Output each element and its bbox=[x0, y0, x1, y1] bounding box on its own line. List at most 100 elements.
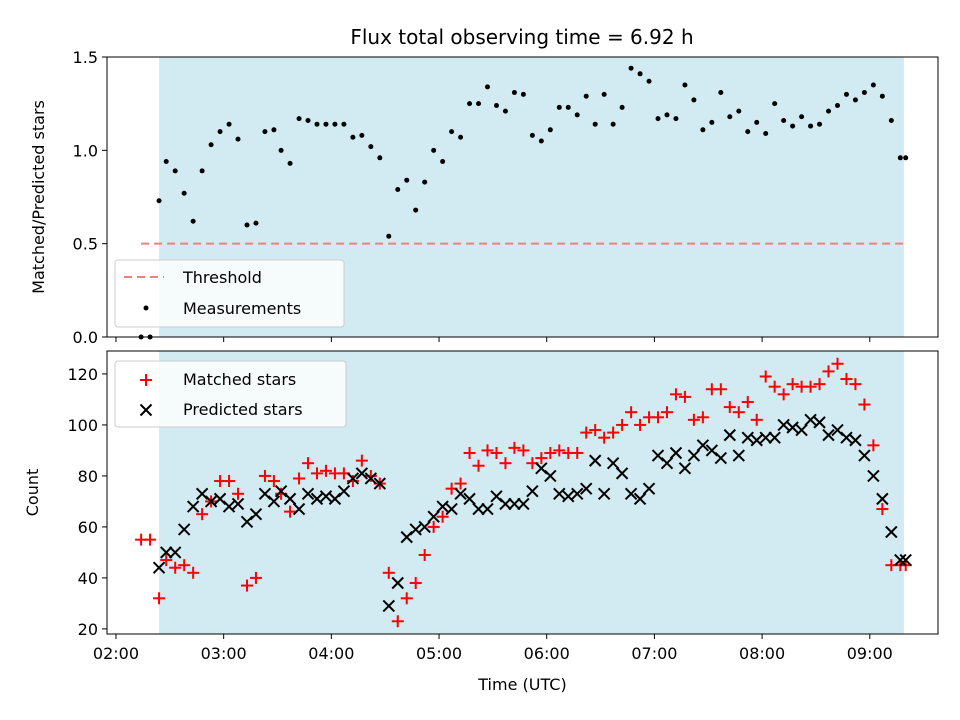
predicted-star-point bbox=[732, 449, 745, 462]
measurement-point bbox=[332, 121, 338, 127]
predicted-star-point bbox=[633, 492, 647, 506]
matched-star-point bbox=[634, 418, 647, 431]
measurement-point bbox=[646, 78, 652, 84]
predicted-star-point bbox=[562, 490, 575, 503]
predicted-star-point bbox=[186, 500, 200, 513]
legend-plus-mark bbox=[140, 374, 152, 386]
measurement-point bbox=[834, 103, 840, 109]
predicted-star-point bbox=[714, 451, 728, 465]
predicted-star-point bbox=[588, 454, 602, 467]
measurement-point bbox=[736, 108, 742, 114]
matched-star-point bbox=[616, 418, 629, 431]
measurement-point bbox=[156, 198, 162, 204]
measurement-point bbox=[574, 112, 580, 118]
ratio-y-axis-label: Matched/Predicted stars bbox=[29, 100, 48, 294]
matched-star-point bbox=[436, 510, 449, 523]
measurement-point bbox=[790, 123, 796, 129]
ratio-panel: 0.0 0.5 1.0 1.5 Matched/Predicted stars Thr… bbox=[29, 48, 939, 347]
predicted-star-point bbox=[310, 492, 324, 506]
chart-title: Flux total observing time = 6.92 h bbox=[350, 25, 693, 49]
measurement-point bbox=[808, 123, 814, 129]
predicted-star-point bbox=[249, 507, 263, 521]
measurement-point bbox=[404, 177, 410, 183]
predicted-star-point bbox=[231, 497, 245, 511]
measurement-point bbox=[287, 160, 293, 166]
measurement-point bbox=[781, 117, 787, 123]
predicted-star-point bbox=[624, 487, 638, 500]
measurement-point bbox=[377, 155, 383, 161]
legend-matched-swatch bbox=[140, 374, 152, 386]
matched-star-point bbox=[232, 487, 245, 500]
matched-star-point bbox=[849, 378, 862, 391]
measurement-point bbox=[763, 131, 769, 137]
measurement-point bbox=[817, 121, 823, 127]
predicted-star-point bbox=[463, 492, 476, 506]
ratio-y-tick-label: 0.0 bbox=[73, 328, 98, 347]
matched-star-point bbox=[768, 380, 781, 393]
predicted-star-point bbox=[160, 546, 173, 559]
measurement-point bbox=[888, 117, 894, 123]
matched-star-point bbox=[607, 426, 620, 439]
legend-x-mark bbox=[139, 403, 153, 417]
predicted-star-point bbox=[696, 439, 710, 452]
measurement-point bbox=[843, 91, 849, 97]
predicted-star-point bbox=[687, 449, 701, 462]
measurement-point bbox=[772, 101, 778, 107]
measurement-point bbox=[368, 144, 374, 150]
predicted-star-point bbox=[786, 421, 799, 434]
predicted-star-point bbox=[418, 520, 431, 534]
predicted-star-point bbox=[517, 497, 530, 511]
predicted-star-point bbox=[355, 467, 369, 480]
matched-star-point bbox=[535, 452, 548, 465]
matched-star-point bbox=[750, 413, 763, 426]
predicted-star-point bbox=[795, 423, 808, 437]
predicted-star-point bbox=[177, 523, 191, 536]
predicted-star-point bbox=[768, 431, 781, 444]
predicted-star-point bbox=[750, 434, 763, 447]
matched-star-point bbox=[867, 439, 880, 452]
measurement-point bbox=[870, 82, 876, 88]
measurement-point bbox=[691, 97, 697, 103]
predicted-star-point bbox=[723, 428, 737, 442]
matched-star-point bbox=[589, 424, 602, 437]
measurement-point bbox=[253, 220, 259, 226]
measurement-point bbox=[440, 159, 446, 165]
measurement-point bbox=[413, 207, 419, 213]
matched-star-point bbox=[454, 477, 467, 490]
measurement-point bbox=[323, 121, 329, 127]
measurement-point bbox=[709, 119, 715, 125]
time-x-tick-label: 04:00 bbox=[308, 644, 354, 663]
predicted-star-point bbox=[292, 502, 306, 516]
ratio-y-tick-label: 0.5 bbox=[73, 235, 98, 254]
predicted-star-point bbox=[777, 418, 790, 432]
matched-star-point bbox=[598, 431, 611, 444]
count-panel: 20 40 60 80 100 120 02:00 03:00 04:00 05:00 06:00… bbox=[23, 350, 939, 694]
predicted-star-point bbox=[678, 462, 692, 475]
legend-measurements-label: Measurements bbox=[183, 299, 301, 318]
count-y-tick-label: 120 bbox=[67, 365, 98, 384]
matched-star-point bbox=[580, 426, 593, 439]
predicted-star-point bbox=[894, 553, 907, 567]
matched-star-point bbox=[714, 383, 727, 396]
matched-star-point bbox=[463, 446, 476, 459]
predicted-star-point bbox=[759, 431, 772, 444]
predicted-star-point bbox=[267, 495, 281, 508]
legend-matched-label: Matched stars bbox=[183, 370, 296, 389]
matched-star-point bbox=[508, 441, 521, 454]
measurement-point bbox=[826, 108, 832, 114]
predicted-star-point bbox=[445, 502, 458, 516]
matched-star-point bbox=[409, 577, 422, 590]
predicted-star-point bbox=[373, 477, 387, 490]
predicted-star-point bbox=[337, 485, 351, 498]
matched-star-point bbox=[400, 592, 413, 605]
measurement-point bbox=[217, 129, 223, 135]
measurement-point bbox=[386, 233, 392, 239]
matched-star-point bbox=[391, 615, 404, 628]
matched-star-point bbox=[669, 388, 682, 401]
measurement-point bbox=[395, 187, 401, 193]
count-y-tick-label: 40 bbox=[78, 569, 98, 588]
matched-star-point bbox=[364, 469, 377, 482]
matched-star-point bbox=[382, 566, 395, 579]
measurement-point bbox=[754, 119, 760, 125]
